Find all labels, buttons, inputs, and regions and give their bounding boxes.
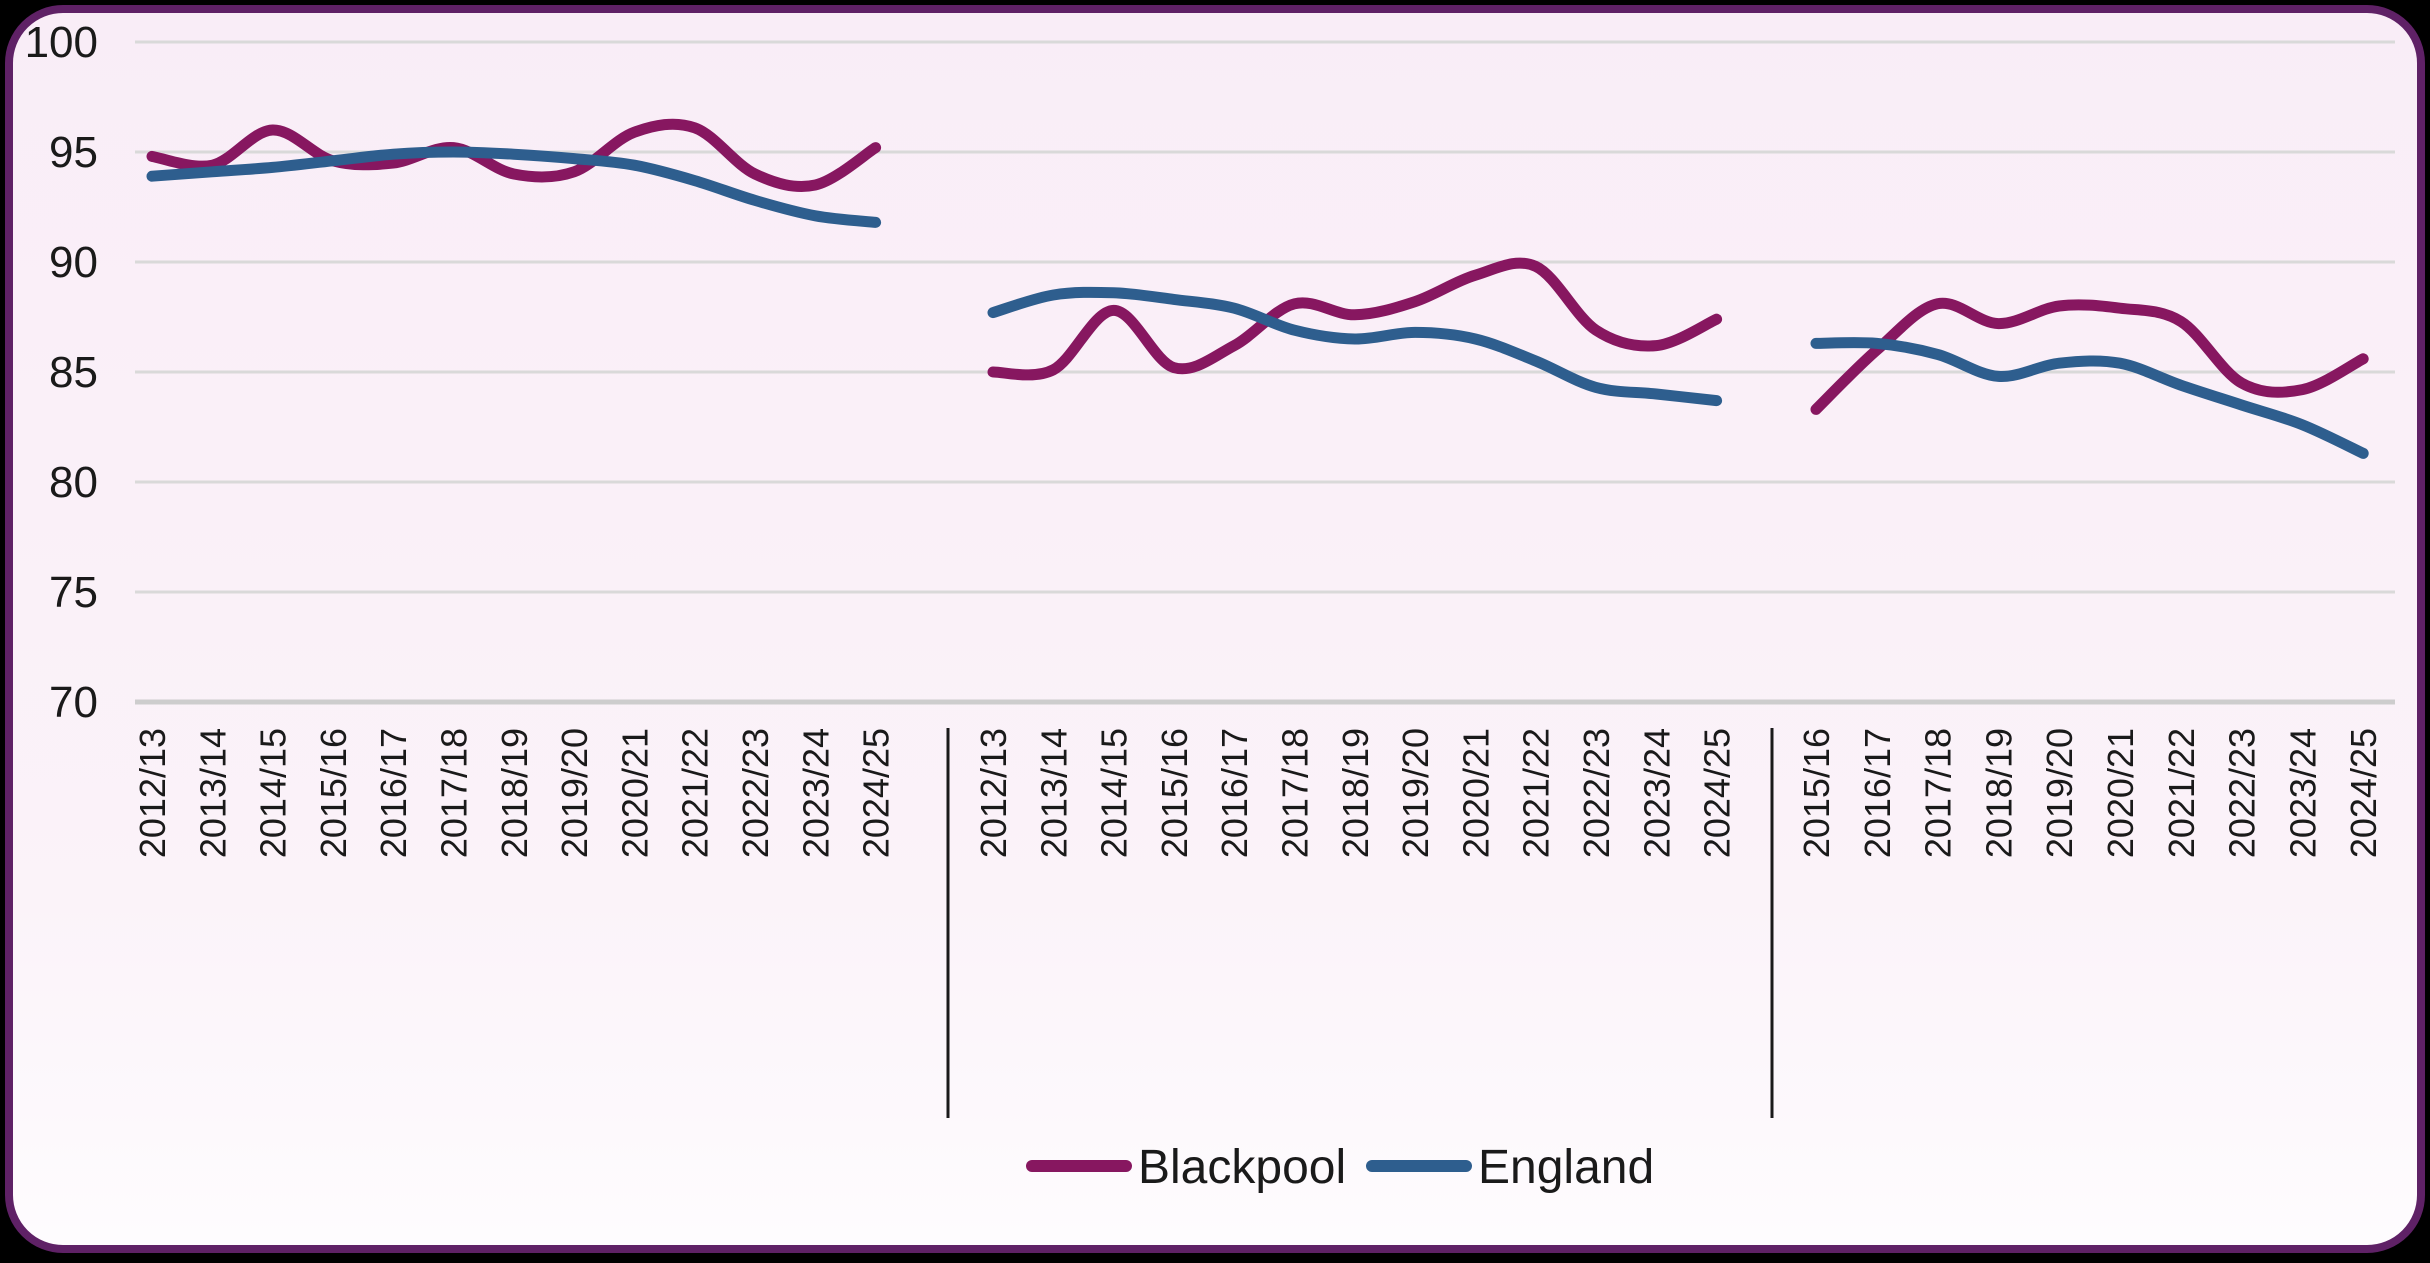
x-axis-tick-label: 2013/14 [1033, 728, 1074, 858]
y-axis-tick-label: 75 [49, 568, 98, 617]
x-axis-tick-label: 2015/16 [1796, 728, 1837, 858]
series-line-blackpool-panel-2 [987, 257, 1723, 381]
x-axis-tick-label: 2014/15 [253, 728, 294, 858]
x-axis-tick-label: 2020/21 [1455, 728, 1496, 858]
chart-card [5, 5, 2425, 1253]
x-axis-tick-label: 2019/20 [1395, 728, 1436, 858]
x-axis-tick-label: 2023/24 [795, 728, 836, 858]
series-line-england-panel-3 [1810, 337, 2369, 459]
x-axis-tick-label: 2022/23 [2222, 728, 2263, 858]
x-axis-tick-label: 2014/15 [1094, 728, 1135, 858]
x-axis-tick-label: 2016/17 [1214, 728, 1255, 858]
y-axis-tick-label: 85 [49, 348, 98, 397]
x-axis-tick-label: 2024/25 [1697, 728, 1738, 858]
x-axis-tick-label: 2020/21 [2100, 728, 2141, 858]
x-axis-tick-label: 2017/18 [434, 728, 475, 858]
series-line-blackpool-panel-3 [1810, 297, 2369, 415]
y-axis-tick-label: 100 [25, 18, 98, 67]
series-line-england-panel-1 [146, 146, 882, 228]
x-axis-tick-label: 2015/16 [1154, 728, 1195, 858]
x-axis-tick-label: 2013/14 [192, 728, 233, 858]
grid-layer [135, 40, 2395, 1118]
x-axis-tick-label: 2012/13 [132, 728, 173, 858]
x-axis-tick-label: 2018/19 [494, 728, 535, 858]
x-axis-tick-label: 2019/20 [554, 728, 595, 858]
x-axis-tick-label: 2022/23 [735, 728, 776, 858]
axis-label-layer: 100 95 90 85 80 75 70 2012/13 2013/14 2014/15 2015… [25, 18, 2385, 858]
x-axis-tick-label: 2016/17 [1857, 728, 1898, 858]
x-axis-tick-label: 2021/22 [1516, 728, 1557, 858]
x-axis-tick-label: 2017/18 [1275, 728, 1316, 858]
series-line-blackpool-panel-1 [146, 118, 882, 192]
legend-label-blackpool: Blackpool [1138, 1141, 1346, 1194]
x-axis-tick-label: 2017/18 [1918, 728, 1959, 858]
x-axis-tick-label: 2023/24 [1636, 728, 1677, 858]
x-axis-tick-label: 2015/16 [313, 728, 354, 858]
x-axis-tick-label: 2016/17 [373, 728, 414, 858]
legend: Blackpool England [1026, 1141, 1654, 1194]
x-axis-tick-label: 2023/24 [2282, 728, 2323, 858]
x-axis-tick-label: 2024/25 [856, 728, 897, 858]
x-axis-tick-label: 2021/22 [675, 728, 716, 858]
x-axis-tick-label: 2018/19 [1335, 728, 1376, 858]
series-line-england-panel-2 [987, 286, 1723, 407]
x-axis-tick-label: 2020/21 [614, 728, 655, 858]
x-axis-tick-label: 2012/13 [973, 728, 1014, 858]
y-axis-tick-label: 80 [49, 458, 98, 507]
y-axis-tick-label: 90 [49, 238, 98, 287]
x-axis-tick-label: 2021/22 [2161, 728, 2202, 858]
y-axis-tick-label: 70 [49, 678, 98, 727]
series-layer [146, 118, 2369, 459]
legend-label-england: England [1478, 1141, 1654, 1194]
x-axis-tick-label: 2022/23 [1576, 728, 1617, 858]
x-axis-tick-label: 2024/25 [2343, 728, 2384, 858]
x-axis-tick-label: 2019/20 [2039, 728, 2080, 858]
x-axis-tick-label: 2018/19 [1978, 728, 2019, 858]
y-axis-tick-label: 95 [49, 128, 98, 177]
